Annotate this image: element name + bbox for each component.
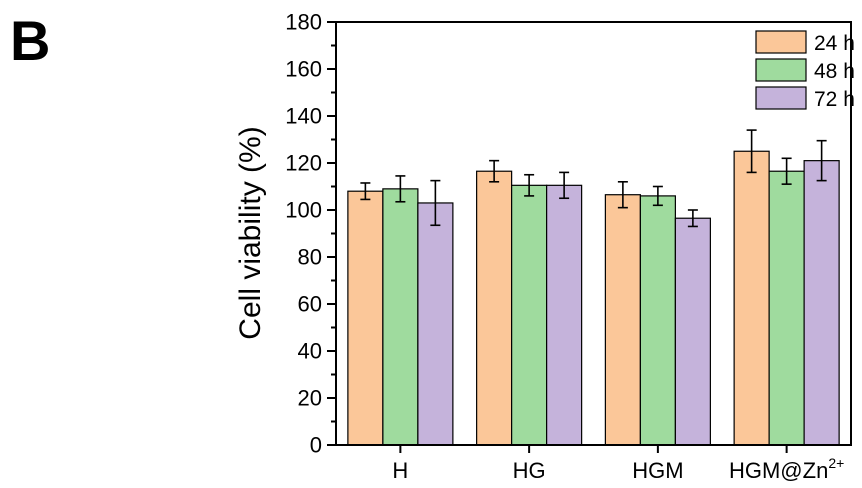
x-tick-label: HGM xyxy=(632,458,683,483)
y-tick-label: 60 xyxy=(298,292,322,317)
bar xyxy=(511,184,548,446)
bar xyxy=(639,195,676,446)
y-tick-label: 140 xyxy=(285,104,322,129)
legend-swatch xyxy=(755,86,807,110)
legend-swatch xyxy=(755,30,807,54)
panel-label: B xyxy=(10,9,50,72)
bar xyxy=(417,202,454,446)
y-tick-label: 120 xyxy=(285,151,322,176)
axes-layer: 0 20 40 60 80 100 120 140 160 180 H HG HGM HGM@Zn2+ xyxy=(285,10,852,483)
y-tick-label: 0 xyxy=(310,433,322,458)
y-axis-title: Cell viability (%) xyxy=(234,126,267,339)
y-tick-label: 160 xyxy=(285,57,322,82)
bar xyxy=(674,217,711,446)
legend-swatch xyxy=(755,58,807,82)
legend: 24 h 48 h 72 h xyxy=(755,30,855,111)
x-tick-label: HGM@Zn2+ xyxy=(729,455,844,483)
bar xyxy=(768,170,805,446)
y-tick-label: 180 xyxy=(285,10,322,35)
x-tick-label: HG xyxy=(513,458,546,483)
bar xyxy=(733,150,770,446)
bar xyxy=(604,194,641,446)
bar xyxy=(803,160,840,446)
x-tick-label: H xyxy=(392,458,408,483)
bar xyxy=(382,188,419,446)
y-tick-label: 40 xyxy=(298,339,322,364)
bar xyxy=(476,170,513,446)
legend-label: 24 h xyxy=(814,32,855,55)
bar xyxy=(347,190,384,446)
y-tick-label: 100 xyxy=(285,198,322,223)
legend-label: 72 h xyxy=(814,88,855,111)
error-bars-layer xyxy=(360,129,827,228)
bars-layer xyxy=(347,150,840,446)
legend-label: 48 h xyxy=(814,60,855,83)
y-tick-label: 20 xyxy=(298,386,322,411)
y-tick-label: 80 xyxy=(298,245,322,270)
bar xyxy=(546,184,583,446)
